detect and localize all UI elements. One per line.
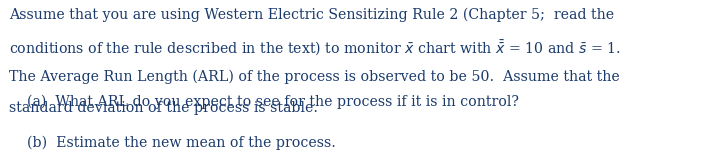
Text: Assume that you are using Western Electric Sensitizing Rule 2 (Chapter 5;  read : Assume that you are using Western Electr… bbox=[9, 8, 615, 22]
Text: standard deviation of the process is stable.: standard deviation of the process is sta… bbox=[9, 101, 318, 115]
Text: The Average Run Length (ARL) of the process is observed to be 50.  Assume that t: The Average Run Length (ARL) of the proc… bbox=[9, 70, 620, 84]
Text: (b)  Estimate the new mean of the process.: (b) Estimate the new mean of the process… bbox=[27, 135, 336, 150]
Text: conditions of the rule described in the text) to monitor $\bar{x}$ chart with $\: conditions of the rule described in the … bbox=[9, 39, 621, 58]
Text: (a)  What ARL do you expect to see for the process if it is in control?: (a) What ARL do you expect to see for th… bbox=[27, 95, 519, 109]
